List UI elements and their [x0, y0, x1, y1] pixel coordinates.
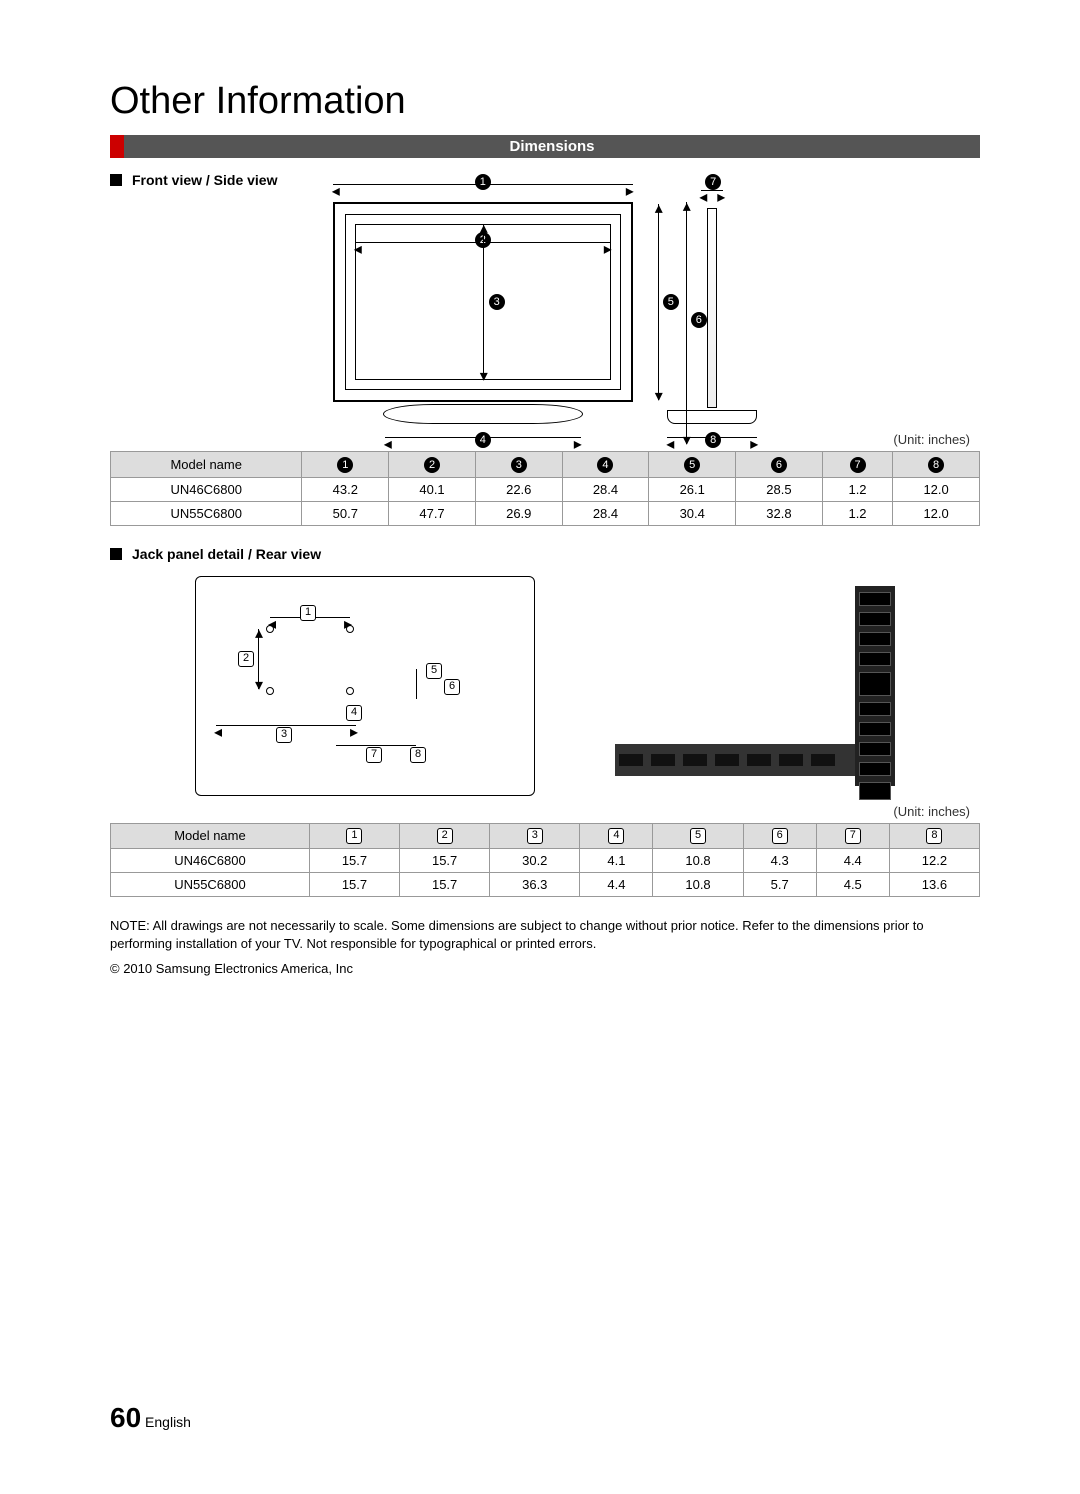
col-marker: 2	[389, 452, 476, 478]
col-marker: 4	[580, 823, 653, 849]
table-row: UN55C680050.747.726.928.430.432.81.212.0	[111, 501, 980, 525]
marker-6-icon: 6	[691, 312, 707, 328]
col-marker: 8	[889, 823, 979, 849]
col-marker: 6	[743, 823, 816, 849]
table-row: UN46C680015.715.730.24.110.84.34.412.2	[111, 849, 980, 873]
page-footer: 60 English	[110, 1402, 191, 1434]
marker-4-icon: 4	[475, 432, 491, 448]
col-marker: 3	[475, 452, 562, 478]
rear-marker-7-icon: 7	[366, 747, 382, 763]
subheading-front-side: Front view / Side view	[110, 172, 980, 188]
col-model: Model name	[111, 823, 310, 849]
rear-diagram: ◂▸ 1 ▴▾ 2 ◂▸ 3 4 5 6 7 8	[110, 576, 980, 796]
table-row: UN55C680015.715.736.34.410.85.74.513.6	[111, 873, 980, 897]
col-marker: 2	[400, 823, 490, 849]
unit-label-rear: (Unit: inches)	[110, 804, 970, 819]
rear-marker-8-icon: 8	[410, 747, 426, 763]
dimensions-table-rear: Model name12345678 UN46C680015.715.730.2…	[110, 823, 980, 898]
copyright-text: © 2010 Samsung Electronics America, Inc	[110, 960, 980, 978]
subheading-rear: Jack panel detail / Rear view	[110, 546, 980, 562]
col-marker: 8	[893, 452, 980, 478]
col-marker: 4	[562, 452, 649, 478]
col-marker: 7	[822, 452, 892, 478]
col-model: Model name	[111, 452, 302, 478]
unit-label-front: (Unit: inches)	[110, 432, 970, 447]
dimensions-table-front: Model name12345678 UN46C680043.240.122.6…	[110, 451, 980, 526]
page-language: English	[145, 1414, 191, 1430]
marker-1-icon: 1	[475, 174, 491, 190]
page-title: Other Information	[110, 80, 980, 123]
rear-marker-5-icon: 5	[426, 663, 442, 679]
front-side-diagram: ◂ ▸ 1 ◂ ▸ 2 ▴ ▾ 3	[110, 202, 980, 424]
rear-marker-3-icon: 3	[276, 727, 292, 743]
section-header-dimensions: Dimensions	[110, 135, 980, 158]
rear-marker-4-icon: 4	[346, 705, 362, 721]
col-marker: 6	[736, 452, 823, 478]
rear-marker-6-icon: 6	[444, 679, 460, 695]
col-marker: 3	[490, 823, 580, 849]
marker-3-icon: 3	[489, 294, 505, 310]
col-marker: 1	[309, 823, 399, 849]
col-marker: 1	[302, 452, 389, 478]
page-number: 60	[110, 1402, 141, 1433]
rear-marker-1-icon: 1	[300, 605, 316, 621]
note-text: NOTE: All drawings are not necessarily t…	[110, 917, 980, 953]
marker-5-icon: 5	[663, 294, 679, 310]
col-marker: 7	[816, 823, 889, 849]
rear-marker-2-icon: 2	[238, 651, 254, 667]
table-row: UN46C680043.240.122.628.426.128.51.212.0	[111, 477, 980, 501]
col-marker: 5	[653, 823, 743, 849]
col-marker: 5	[649, 452, 736, 478]
